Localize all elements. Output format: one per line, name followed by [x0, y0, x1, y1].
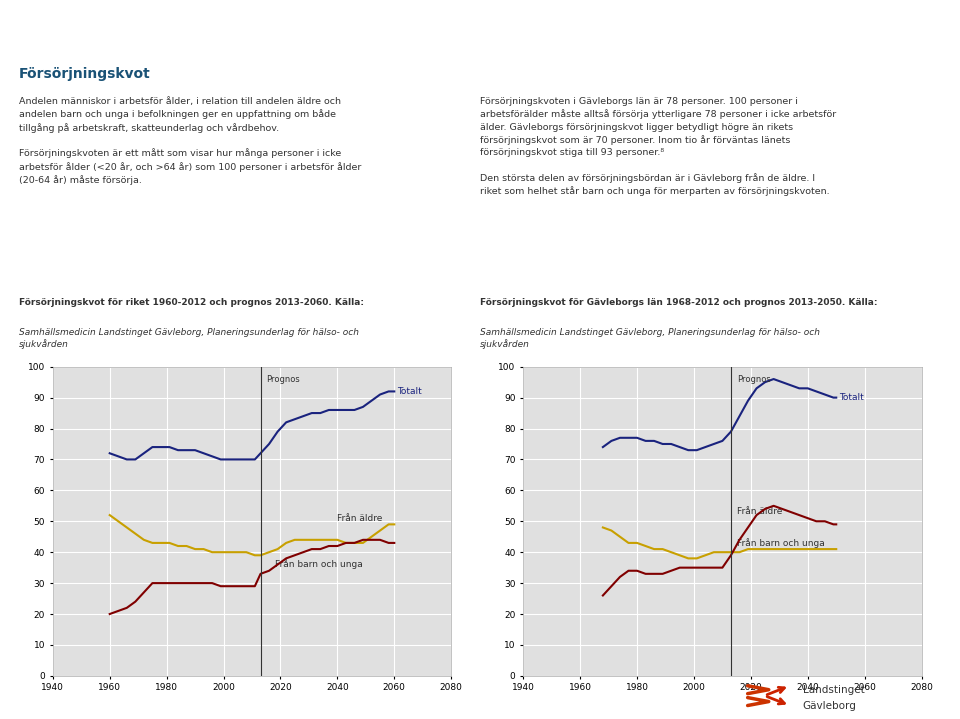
Text: Försörjningskvot för Gävleborgs län 1968-2012 och prognos 2013-2050. Källa:: Försörjningskvot för Gävleborgs län 1968… [480, 298, 877, 308]
Text: Totalt: Totalt [839, 393, 864, 402]
Text: Landstinget: Landstinget [803, 684, 864, 695]
Text: Samhällsmedicin Landstinget Gävleborg, Planeringsunderlag för hälso- och
sjukvår: Samhällsmedicin Landstinget Gävleborg, P… [19, 328, 359, 349]
Text: Från barn och unga: Från barn och unga [275, 559, 363, 569]
Text: Försörjningskvoten visar hur många personer i icke-arbetsför
ålder som 100 perso: Försörjningskvoten visar hur många perso… [42, 257, 419, 283]
Text: Försörjningskvot: Försörjningskvot [19, 67, 151, 81]
Text: Andelen människor i arbetsför ålder, i relation till andelen äldre och
andelen b: Andelen människor i arbetsför ålder, i r… [19, 97, 362, 186]
Text: Gävleborg: Gävleborg [803, 700, 856, 710]
Text: Försörjningskvoten i Gävleborgs län är 78 personer. 100 personer i
arbetsförälde: Försörjningskvoten i Gävleborgs län är 7… [480, 97, 836, 196]
Text: Prognos: Prognos [266, 375, 300, 384]
Text: Från äldre: Från äldre [337, 513, 383, 523]
Text: Gävleborgs försörjningskvot var 78 personer år 2012
den förväntas stiga till 93 : Gävleborgs försörjningskvot var 78 perso… [548, 257, 873, 283]
Text: Från barn och unga: Från barn och unga [736, 538, 825, 548]
Text: Från äldre: Från äldre [736, 508, 782, 516]
Text: Försörjningskvot för riket 1960-2012 och prognos 2013-2060. Källa:: Försörjningskvot för riket 1960-2012 och… [19, 298, 364, 308]
Text: Samhällsmedicin Landstinget Gävleborg, Planeringsunderlag för hälso- och
sjukvår: Samhällsmedicin Landstinget Gävleborg, P… [480, 328, 820, 349]
Text: Totalt: Totalt [397, 387, 421, 396]
Text: 2.2. Befolkningens sammansättning: 2.2. Befolkningens sammansättning [12, 16, 349, 35]
Text: Prognos: Prognos [736, 375, 770, 384]
